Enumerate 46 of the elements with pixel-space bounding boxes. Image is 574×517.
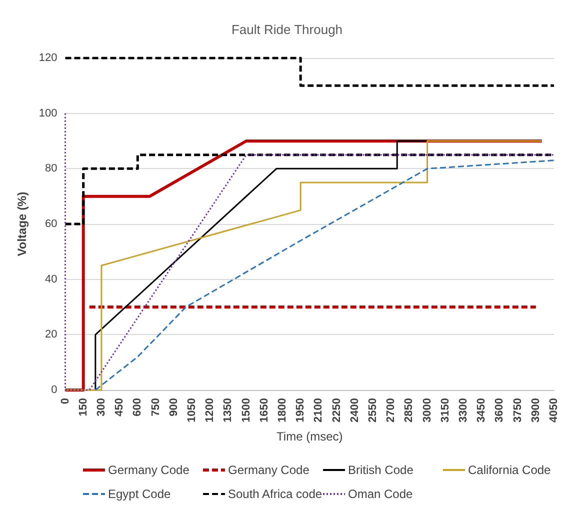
x-tick-label: 3300 (457, 398, 470, 422)
x-tick-label: 2700 (385, 398, 398, 422)
legend-label: Oman Code (348, 487, 414, 501)
x-tick-label: 600 (132, 398, 144, 416)
x-tick-label: 450 (114, 398, 126, 416)
y-axis-title: Voltage (%) (15, 192, 29, 256)
legend-label: Egypt Code (108, 487, 172, 501)
x-tick-label: 4050 (548, 398, 560, 422)
x-tick-label: 1950 (294, 398, 307, 422)
legend-label: South Africa code (228, 487, 322, 501)
y-tick-label: 40 (45, 273, 58, 286)
x-axis-title: Time (msec) (276, 429, 343, 444)
x-tick-label: 1650 (258, 398, 270, 422)
y-tick-label: 0 (51, 384, 58, 396)
x-tick-label: 900 (168, 398, 180, 416)
x-tick-label: 3750 (512, 398, 524, 422)
y-tick-label: 60 (45, 218, 58, 230)
x-tick-label: 1050 (186, 398, 198, 422)
x-tick-label: 2100 (312, 398, 325, 422)
legend-label: Germany Code (228, 463, 310, 477)
line-series (94, 160, 555, 391)
x-tick-label: 2550 (366, 398, 379, 422)
y-tick-label: 20 (45, 328, 58, 341)
x-tick-label: 1500 (240, 398, 252, 422)
chart-title: Fault Ride Through (231, 22, 343, 37)
y-tick-label: 80 (45, 162, 58, 175)
y-tick-label: 100 (38, 107, 58, 120)
x-tick-label: 150 (77, 398, 90, 416)
x-tick-label: 3600 (494, 398, 506, 422)
x-tick-label: 0 (59, 398, 72, 404)
x-tick-label: 1800 (276, 398, 288, 422)
x-tick-label: 2850 (403, 398, 416, 422)
legend-label: Germany Code (108, 463, 190, 477)
x-tick-label: 3000 (421, 398, 434, 422)
x-tick-label: 300 (95, 398, 108, 416)
x-tick-label: 1200 (204, 398, 216, 422)
x-tick-label: 2400 (348, 398, 361, 422)
y-tick-label: 120 (38, 52, 58, 64)
x-tick-label: 1350 (222, 398, 234, 422)
legend-label: California Code (468, 463, 552, 477)
x-tick-label: 3150 (439, 398, 452, 422)
x-tick-label: 2250 (330, 398, 343, 422)
x-tick-label: 3900 (530, 398, 542, 422)
legend-label: British Code (348, 463, 414, 477)
x-tick-label: 750 (150, 398, 162, 416)
x-tick-label: 3450 (476, 398, 488, 422)
